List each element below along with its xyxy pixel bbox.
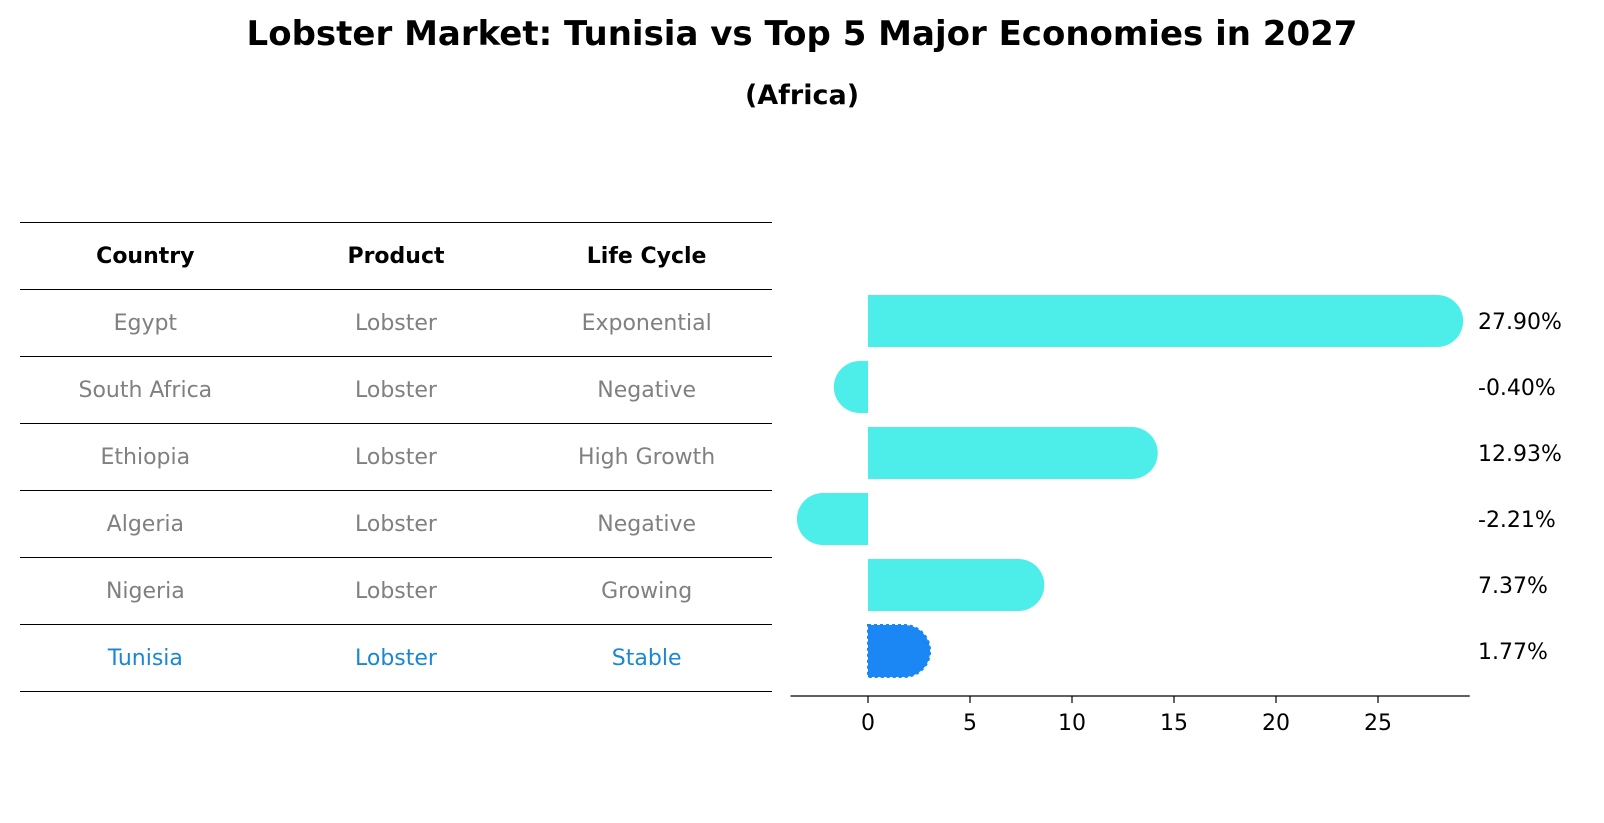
product-cell: Lobster — [355, 645, 437, 671]
life-cycle-cell: Exponential — [581, 310, 712, 336]
country-cell: Nigeria — [105, 578, 185, 604]
chart-subtitle: (Africa) — [744, 80, 860, 111]
country-cell: Egypt — [113, 310, 178, 336]
life-cycle-cell: High Growth — [578, 444, 716, 470]
table-header-row: Country Product Life Cycle — [20, 222, 772, 289]
table-row: Egypt Lobster Exponential — [20, 289, 772, 356]
table-row: Ethiopia Lobster High Growth — [20, 423, 772, 490]
country-cell: Ethiopia — [100, 444, 191, 470]
bar-nigeria — [868, 559, 1045, 611]
market-table: Country Product Life Cycle Egypt Lobster… — [20, 222, 772, 692]
bar-ethiopia — [868, 427, 1158, 479]
product-cell: Lobster — [355, 310, 437, 336]
chart-title: Lobster Market: Tunisia vs Top 5 Major E… — [246, 14, 1358, 54]
x-tick-label: 15 — [1160, 711, 1188, 736]
bar-south-africa — [833, 361, 868, 413]
product-cell: Lobster — [355, 511, 437, 537]
bar-value-label: 12.93% — [1478, 442, 1562, 467]
table-row: Nigeria Lobster Growing — [20, 557, 772, 624]
country-cell: South Africa — [78, 377, 213, 403]
product-cell: Lobster — [355, 578, 437, 604]
life-cycle-cell: Negative — [597, 511, 696, 537]
country-cell: Algeria — [106, 511, 184, 537]
product-cell: Lobster — [355, 444, 437, 470]
bar-value-label: -0.40% — [1478, 376, 1556, 401]
bar-algeria — [796, 493, 868, 545]
column-header-product: Product — [347, 243, 445, 269]
x-tick-label: 5 — [963, 711, 977, 736]
x-tick-label: 25 — [1364, 711, 1392, 736]
bar-value-label: -2.21% — [1478, 508, 1556, 533]
life-cycle-cell: Growing — [601, 578, 693, 604]
x-tick-label: 0 — [861, 711, 875, 736]
bar-value-label: 1.77% — [1478, 640, 1548, 665]
column-header-country: Country — [96, 243, 195, 269]
product-cell: Lobster — [355, 377, 437, 403]
bar-value-label: 7.37% — [1478, 574, 1548, 599]
bar-value-label: 27.90% — [1478, 310, 1562, 335]
country-cell: Tunisia — [107, 645, 183, 671]
life-cycle-cell: Stable — [611, 645, 682, 671]
bar-tunisia — [867, 624, 932, 678]
x-tick-label: 10 — [1058, 711, 1086, 736]
bar-egypt — [868, 295, 1464, 347]
table-row: Algeria Lobster Negative — [20, 490, 772, 557]
x-tick-label: 20 — [1262, 711, 1290, 736]
column-header-life-cycle: Life Cycle — [586, 243, 707, 269]
table-row: South Africa Lobster Negative — [20, 356, 772, 423]
table-row-highlighted: Tunisia Lobster Stable — [20, 624, 772, 692]
life-cycle-cell: Negative — [597, 377, 696, 403]
